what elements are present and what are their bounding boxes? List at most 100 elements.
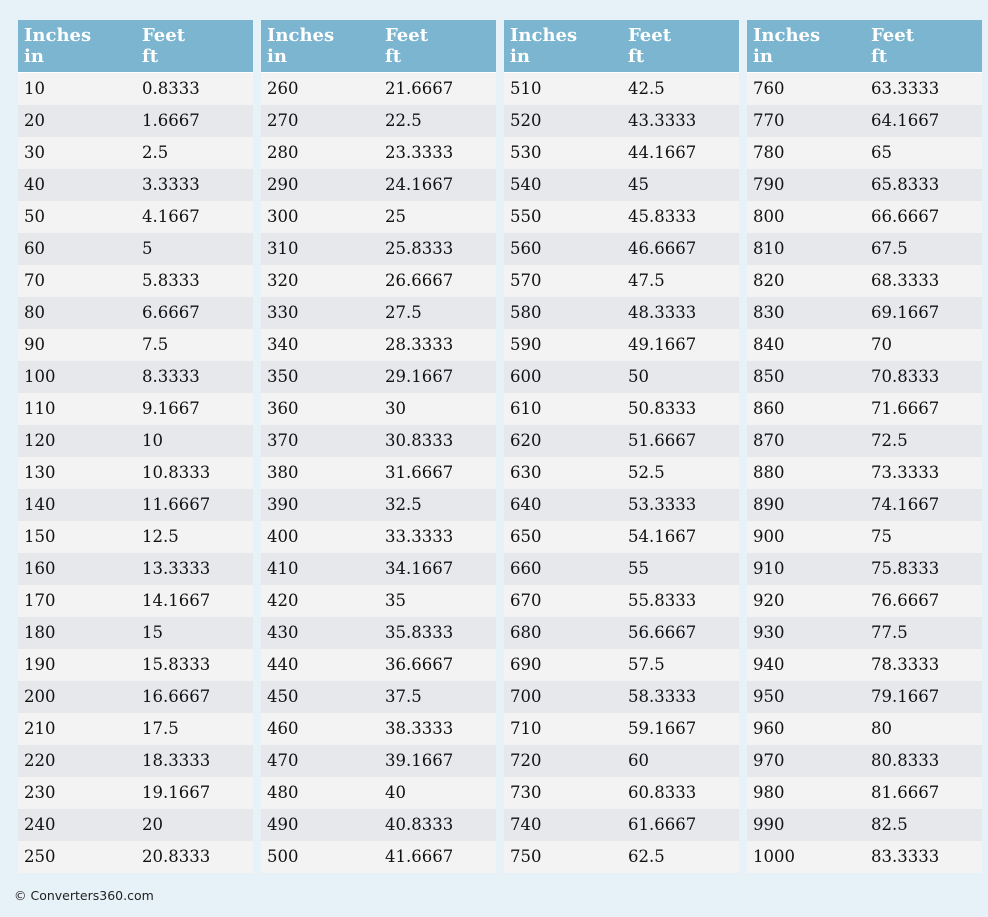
table-row: 940 78.3333 — [747, 648, 982, 681]
table-row: 530 44.1667 — [504, 136, 739, 169]
table-row: 540 45 — [504, 168, 739, 201]
feet-value: 64.1667 — [865, 104, 982, 137]
feet-value: 31.6667 — [379, 456, 496, 489]
inches-value: 870 — [747, 424, 865, 457]
table-row: 740 61.6667 — [504, 808, 739, 841]
table-row: 210 17.5 — [18, 712, 253, 745]
table-row: 120 10 — [18, 424, 253, 457]
table-row: 310 25.8333 — [261, 232, 496, 265]
table-row: 920 76.6667 — [747, 584, 982, 617]
table-row: 670 55.8333 — [504, 584, 739, 617]
inches-header-unit: in — [24, 46, 44, 67]
inches-value: 120 — [18, 424, 136, 457]
feet-value: 70.8333 — [865, 360, 982, 393]
table-row: 700 58.3333 — [504, 680, 739, 713]
feet-value: 80 — [865, 712, 982, 745]
inches-value: 110 — [18, 392, 136, 425]
feet-value: 7.5 — [136, 328, 253, 361]
table-row: 470 39.1667 — [261, 744, 496, 777]
inches-value: 370 — [261, 424, 379, 457]
inches-value: 40 — [18, 168, 136, 201]
inches-value: 860 — [747, 392, 865, 425]
feet-value: 6.6667 — [136, 296, 253, 329]
inches-value: 50 — [18, 200, 136, 233]
inches-value: 180 — [18, 616, 136, 649]
inches-value: 800 — [747, 200, 865, 233]
inches-value: 510 — [504, 72, 622, 105]
feet-value: 39.1667 — [379, 744, 496, 777]
table-row: 850 70.8333 — [747, 360, 982, 393]
header-row: Inches in Feet ft — [261, 20, 496, 73]
feet-value: 76.6667 — [865, 584, 982, 617]
table-row: 240 20 — [18, 808, 253, 841]
inches-value: 160 — [18, 552, 136, 585]
table-row: 650 54.1667 — [504, 520, 739, 553]
table-row: 450 37.5 — [261, 680, 496, 713]
feet-column-header: Feet ft — [379, 20, 496, 73]
table-row: 580 48.3333 — [504, 296, 739, 329]
table-row: 980 81.6667 — [747, 776, 982, 809]
inches-value: 460 — [261, 712, 379, 745]
inches-value: 470 — [261, 744, 379, 777]
inches-value: 990 — [747, 808, 865, 841]
table-row: 350 29.1667 — [261, 360, 496, 393]
feet-value: 29.1667 — [379, 360, 496, 393]
table-row: 710 59.1667 — [504, 712, 739, 745]
inches-header-label: Inches — [510, 25, 578, 46]
feet-value: 2.5 — [136, 136, 253, 169]
inches-value: 390 — [261, 488, 379, 521]
inches-value: 90 — [18, 328, 136, 361]
inches-value: 940 — [747, 648, 865, 681]
inches-value: 850 — [747, 360, 865, 393]
inches-value: 780 — [747, 136, 865, 169]
inches-value: 620 — [504, 424, 622, 457]
inches-value: 410 — [261, 552, 379, 585]
table-row: 270 22.5 — [261, 104, 496, 137]
table-row: 360 30 — [261, 392, 496, 425]
feet-value: 67.5 — [865, 232, 982, 265]
feet-value: 25 — [379, 200, 496, 233]
table-row: 100 8.3333 — [18, 360, 253, 393]
table-row: 300 25 — [261, 200, 496, 233]
conversion-table: Inches in Feet ft 510 42.5 520 43.3333 530 44.166… — [504, 20, 739, 873]
table-row: 370 30.8333 — [261, 424, 496, 457]
inches-value: 740 — [504, 808, 622, 841]
feet-value: 20 — [136, 808, 253, 841]
inches-column-header: Inches in — [18, 20, 136, 73]
inches-value: 420 — [261, 584, 379, 617]
inches-value: 380 — [261, 456, 379, 489]
feet-header-label: Feet — [871, 25, 915, 46]
inches-value: 820 — [747, 264, 865, 297]
feet-value: 78.3333 — [865, 648, 982, 681]
feet-value: 21.6667 — [379, 72, 496, 105]
feet-value: 15.8333 — [136, 648, 253, 681]
table-row: 420 35 — [261, 584, 496, 617]
feet-value: 44.1667 — [622, 136, 739, 169]
feet-value: 32.5 — [379, 488, 496, 521]
feet-value: 10.8333 — [136, 456, 253, 489]
inches-value: 790 — [747, 168, 865, 201]
feet-value: 12.5 — [136, 520, 253, 553]
table-row: 900 75 — [747, 520, 982, 553]
feet-value: 62.5 — [622, 840, 739, 873]
inches-value: 920 — [747, 584, 865, 617]
table-row: 50 4.1667 — [18, 200, 253, 233]
inches-value: 690 — [504, 648, 622, 681]
feet-value: 10 — [136, 424, 253, 457]
inches-value: 240 — [18, 808, 136, 841]
feet-value: 75.8333 — [865, 552, 982, 585]
inches-value: 590 — [504, 328, 622, 361]
table-row: 780 65 — [747, 136, 982, 169]
table-row: 770 64.1667 — [747, 104, 982, 137]
feet-value: 75 — [865, 520, 982, 553]
table-row: 490 40.8333 — [261, 808, 496, 841]
feet-value: 37.5 — [379, 680, 496, 713]
feet-value: 13.3333 — [136, 552, 253, 585]
inches-value: 220 — [18, 744, 136, 777]
table-row: 520 43.3333 — [504, 104, 739, 137]
inches-value: 190 — [18, 648, 136, 681]
inches-value: 950 — [747, 680, 865, 713]
inches-value: 140 — [18, 488, 136, 521]
table-row: 1000 83.3333 — [747, 840, 982, 873]
feet-value: 55 — [622, 552, 739, 585]
